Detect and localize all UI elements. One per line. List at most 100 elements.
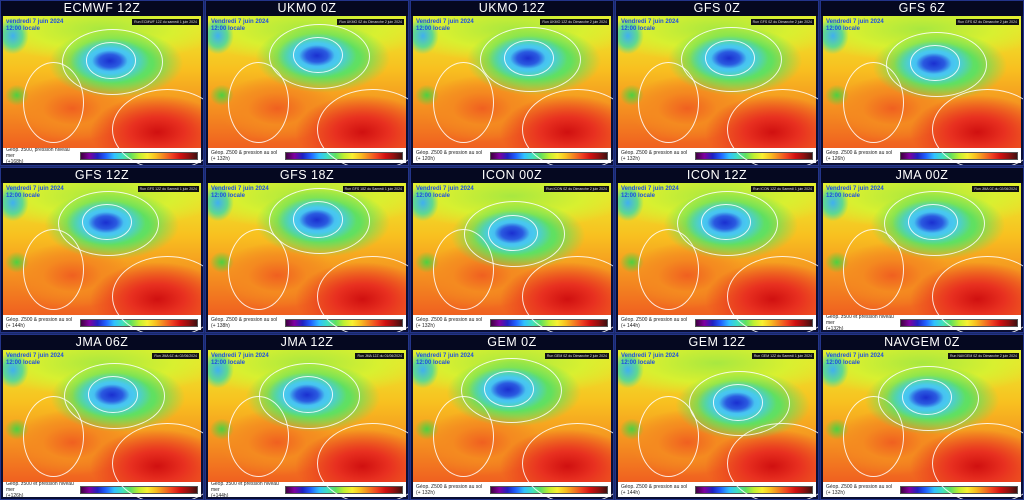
model-panel: ICON 12Z Vendredi 7 juin 2024 12:00 local… [615, 167, 819, 333]
color-scale-bar [695, 151, 813, 160]
legend-text: Géop. Z500 & pression au sol (+ 132h) [416, 483, 483, 496]
run-label: Run ICON 12Z du Samedi 1 juin 2024 [751, 186, 814, 192]
run-label: Run ECMWF 12Z du samedi 1 juin 2024 [132, 19, 199, 25]
isobar-contour [637, 229, 700, 311]
valid-date: Vendredi 7 juin 2024 12:00 locale [416, 353, 474, 366]
run-label: Run GFS 18Z du Samedi 1 juin 2024 [342, 186, 404, 192]
color-scale-bar [900, 485, 1018, 494]
isobar-contour [58, 190, 160, 257]
isobar-contour [677, 190, 779, 257]
run-label: Run GFS 12Z du Samedi 1 juin 2024 [137, 186, 199, 192]
model-panel: JMA 06Z Vendredi 7 juin 2024 12:00 locale… [0, 334, 204, 500]
valid-date: Vendredi 7 juin 2024 12:00 locale [621, 19, 679, 32]
isobar-contour [681, 26, 783, 92]
legend-text: Géop. Z500 & pression au sol (+ 144h) [621, 483, 688, 496]
map-legend: Géop. Z500 & pression au sol (+ 120h) [413, 148, 611, 163]
model-panel: JMA 12Z Vendredi 7 juin 2024 12:00 locale… [205, 334, 409, 500]
model-panel: GFS 6Z Vendredi 7 juin 2024 12:00 locale … [820, 0, 1024, 166]
run-label: Run GEM 12Z du Samedi 1 juin 2024 [751, 353, 814, 359]
isobar-contour [22, 396, 85, 478]
map-legend: Géop. Z500 & pression au sol (+ 138h) [208, 315, 406, 330]
isobar-contour [637, 396, 700, 478]
isobar-contour [227, 62, 290, 144]
model-title: ICON 12Z [616, 168, 818, 183]
map-legend: Géop. Z500 & pression au sol (+ 144h) [618, 482, 816, 497]
legend-text: Géop. Z500 & pression au sol (+ 132h) [621, 149, 688, 162]
forecast-map: Vendredi 7 juin 2024 12:00 locale Run GEM… [413, 350, 613, 499]
model-title: ICON 00Z [411, 168, 613, 183]
isobar-contour [842, 229, 905, 311]
isobar-contour [689, 371, 791, 437]
model-title: GEM 0Z [411, 335, 613, 350]
color-scale-bar [80, 485, 198, 494]
run-label: Run GFS 6Z du Dimanche 2 juin 2024 [955, 19, 1019, 25]
isobar-contour [484, 371, 534, 408]
map-legend: Géop. Z500 & pression au sol (+ 132h) [413, 482, 611, 497]
isobar-contour [713, 384, 763, 421]
isobar-contour [64, 363, 166, 429]
forecast-map: Vendredi 7 juin 2024 12:00 locale Run GFS… [823, 16, 1023, 165]
model-title: GEM 12Z [616, 335, 818, 350]
model-panel: GFS 0Z Vendredi 7 juin 2024 12:00 locale … [615, 0, 819, 166]
color-scale-bar [490, 485, 608, 494]
isobar-contour [878, 365, 980, 432]
isobar-contour [283, 376, 333, 413]
isobar-contour [62, 29, 164, 95]
map-legend: Géop. z500, pression niveau mer (+168h) [3, 146, 201, 165]
run-label: Run JMA 6Z du 02/06/2024 [152, 353, 199, 359]
model-panel: GEM 12Z Vendredi 7 juin 2024 12:00 locale… [615, 334, 819, 500]
valid-date: Vendredi 7 juin 2024 12:00 locale [826, 186, 884, 199]
valid-date: Vendredi 7 juin 2024 12:00 locale [211, 353, 269, 366]
legend-text: Géop. Z500 & pression au sol (+ 132h) [826, 483, 893, 496]
run-label: Run GEM 0Z du Dimanche 2 juin 2024 [544, 353, 609, 359]
isobar-contour [480, 26, 582, 92]
map-legend: Géop. Z500 & pression au sol (+ 132h) [413, 315, 611, 330]
run-label: Run JMA 0Z du 02/06/2024 [972, 186, 1019, 192]
isobar-contour [22, 229, 85, 311]
run-label: Run NAVGEM 0Z du Dimanche 2 juin 2024 [947, 353, 1019, 359]
isobar-contour [22, 62, 85, 144]
map-legend: Géop. Z500 & pression au sol (+ 132h) [618, 148, 816, 163]
valid-date: vendredi 7 juin 2024 12:00 locale [6, 19, 64, 32]
legend-text: Géop. z500 et pression niveau mer (+126h) [6, 480, 74, 499]
forecast-map: Vendredi 7 juin 2024 12:00 locale Run UKM… [208, 16, 408, 165]
model-panel: JMA 00Z Vendredi 7 juin 2024 12:00 locale… [820, 167, 1024, 333]
forecast-map: Vendredi 7 juin 2024 12:00 locale Run ICO… [618, 183, 818, 332]
isobar-contour [88, 376, 138, 413]
model-title: JMA 06Z [1, 335, 203, 350]
run-label: Run UKMO 12Z du Dimanche 2 juin 2024 [540, 19, 609, 25]
forecast-map: Vendredi 7 juin 2024 12:00 locale Run GEM… [618, 350, 818, 499]
run-label: Run GFS 0Z du Dimanche 2 juin 2024 [750, 19, 814, 25]
legend-text: Géop. Z500 & pression au sol (+ 144h) [621, 316, 688, 329]
model-title: ECMWF 12Z [1, 1, 203, 16]
legend-text: Géop. z500, pression niveau mer (+168h) [6, 146, 70, 165]
isobar-contour [464, 201, 566, 267]
isobar-contour [886, 31, 988, 98]
model-title: UKMO 0Z [206, 1, 408, 16]
model-panel: UKMO 0Z Vendredi 7 juin 2024 12:00 locale… [205, 0, 409, 166]
color-scale-bar [900, 151, 1018, 160]
isobar-contour [269, 23, 371, 90]
legend-text: Géop. Z500 & pression au sol (+ 132h) [416, 316, 483, 329]
map-legend: Géop. Z500 & pression au sol (+ 126h) [823, 148, 1021, 163]
color-scale-bar [80, 318, 198, 327]
legend-text: Géop. Z500 & pression au sol (+ 144h) [6, 316, 73, 329]
valid-date: Vendredi 7 juin 2024 12:00 locale [826, 19, 884, 32]
color-scale-bar [80, 151, 198, 160]
legend-text: Géop. z500 et pression niveau mer (+132h) [826, 313, 894, 332]
map-legend: Géop. Z500 & pression au sol (+ 144h) [618, 315, 816, 330]
legend-text: Géop. Z500 & pression au sol (+ 120h) [416, 149, 483, 162]
isobar-contour [842, 396, 905, 478]
model-title: JMA 12Z [206, 335, 408, 350]
valid-date: Vendredi 7 juin 2024 12:00 locale [416, 19, 474, 32]
legend-text: Géop. z500 et pression niveau mer (+144h) [211, 480, 279, 499]
color-scale-bar [285, 151, 403, 160]
model-title: GFS 12Z [1, 168, 203, 183]
model-panel: UKMO 12Z Vendredi 7 juin 2024 12:00 local… [410, 0, 614, 166]
model-title: NAVGEM 0Z [821, 335, 1023, 350]
model-title: GFS 18Z [206, 168, 408, 183]
model-title: GFS 6Z [821, 1, 1023, 16]
model-title: JMA 00Z [821, 168, 1023, 183]
forecast-map: Vendredi 7 juin 2024 12:00 locale Run NAV… [823, 350, 1023, 499]
